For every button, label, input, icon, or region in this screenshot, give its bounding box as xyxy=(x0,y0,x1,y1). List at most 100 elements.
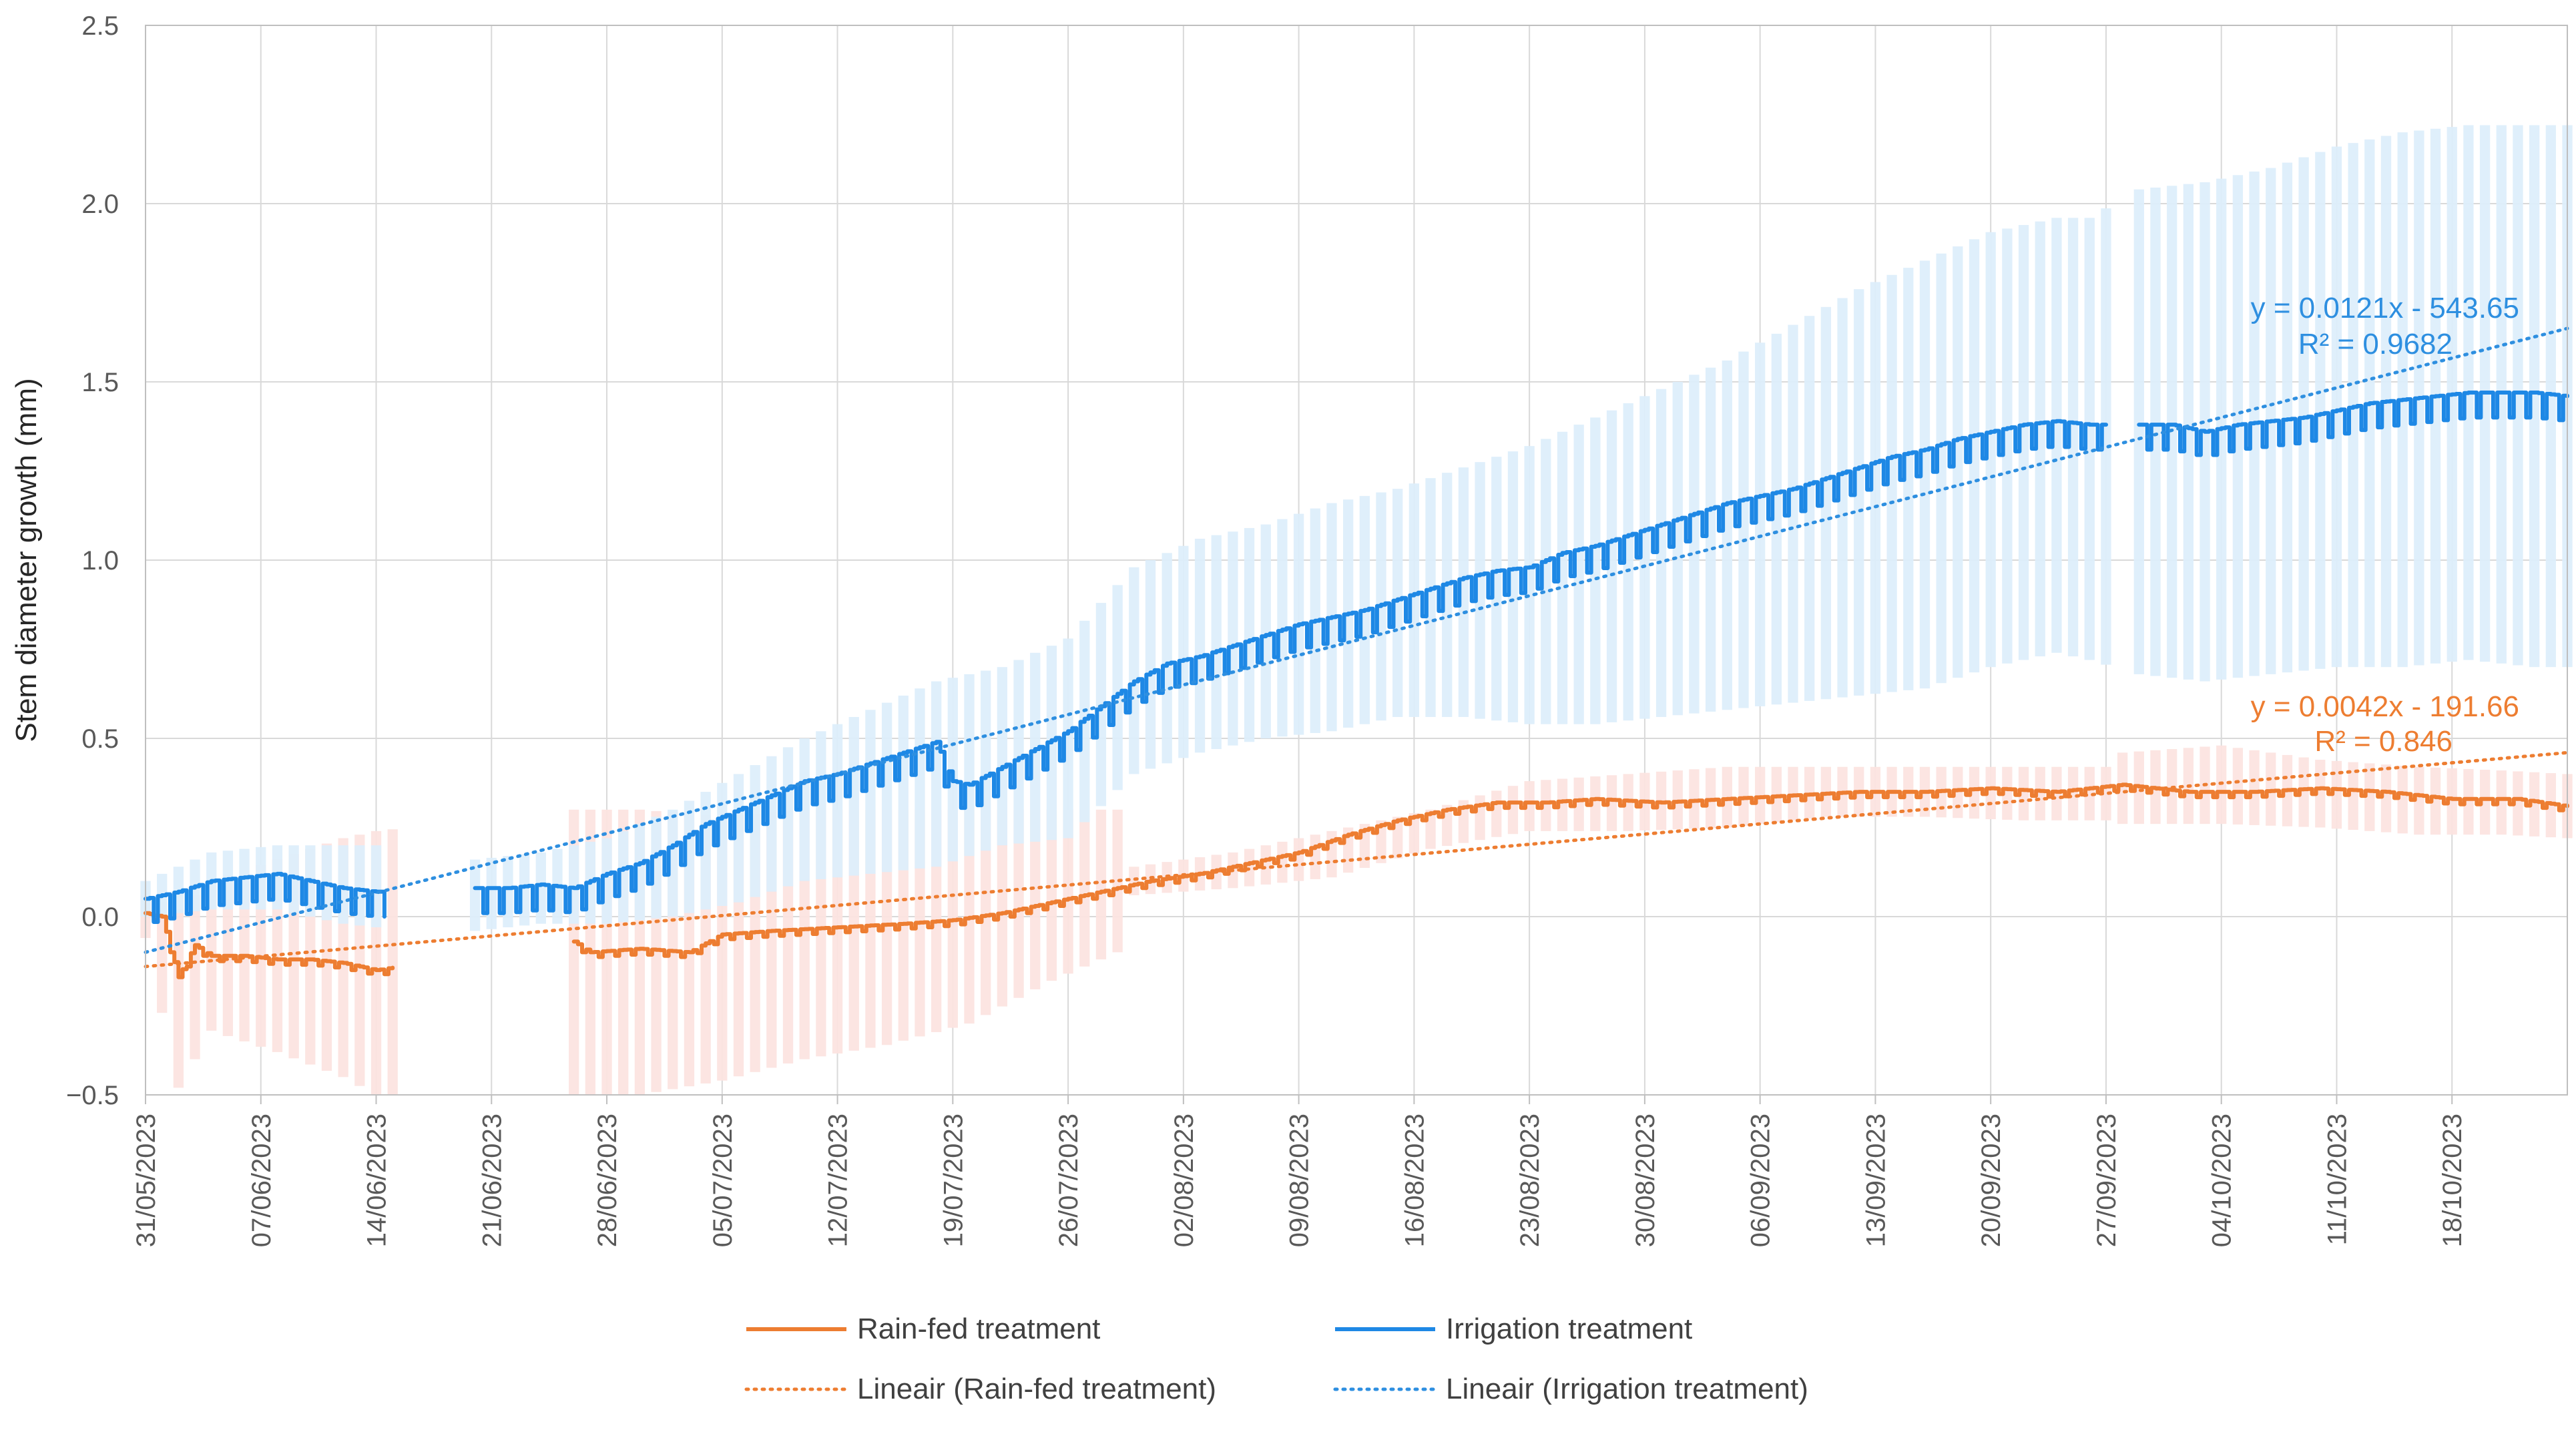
band-bar xyxy=(1837,298,1848,698)
band-bar xyxy=(1788,324,1798,703)
band-bar xyxy=(1228,531,1238,746)
band-bar xyxy=(173,909,184,1088)
band-bar xyxy=(1903,268,1914,690)
band-bar xyxy=(1623,403,1633,721)
band-bar xyxy=(1672,382,1683,716)
band-bar xyxy=(469,859,481,931)
band-bar xyxy=(881,702,892,873)
band-bar xyxy=(2084,766,2095,820)
x-tick-label: 02/08/2023 xyxy=(1170,1114,1199,1247)
band-bar xyxy=(2430,767,2441,835)
trendline xyxy=(144,326,2569,954)
band-bar xyxy=(2035,766,2045,820)
band-bar xyxy=(1491,457,1502,721)
band-bar xyxy=(651,816,662,919)
band-bar xyxy=(997,809,1008,1007)
band-bar xyxy=(2397,765,2408,834)
legend-label: Irrigation treatment xyxy=(1446,1313,1692,1345)
band-bar xyxy=(1425,478,1436,717)
band-bar xyxy=(1590,417,1601,724)
band-bar xyxy=(931,681,942,867)
x-tick-label: 31/05/2023 xyxy=(132,1114,161,1247)
band-bar xyxy=(2446,768,2457,835)
band-bar xyxy=(2364,763,2375,831)
band-bar xyxy=(1541,780,1551,831)
y-tick-label: −0.5 xyxy=(66,1081,119,1110)
band-bar xyxy=(1655,389,1667,717)
band-bar xyxy=(1095,809,1107,960)
band-bar xyxy=(2018,225,2029,660)
band-bar xyxy=(1507,786,1519,835)
x-tick-label: 28/06/2023 xyxy=(593,1114,622,1247)
band-bar xyxy=(1079,809,1090,967)
band-bar xyxy=(1063,638,1073,839)
band-bar xyxy=(1969,239,1980,673)
band-bar xyxy=(1755,342,1766,706)
trendline-r2: R² = 0.846 xyxy=(2314,725,2453,758)
band-bar xyxy=(915,688,925,869)
band-bar xyxy=(1408,483,1420,717)
band-bar xyxy=(865,710,876,874)
y-tick-label: 0.0 xyxy=(81,903,119,932)
band-bar xyxy=(2513,125,2523,666)
band-bar xyxy=(618,830,629,923)
band-bar xyxy=(1590,776,1601,831)
band-bar xyxy=(2496,770,2507,835)
band-bar xyxy=(1886,274,1897,692)
x-tick-label: 09/08/2023 xyxy=(1285,1114,1314,1247)
x-tick-label: 21/06/2023 xyxy=(477,1114,507,1247)
band-bar xyxy=(2529,772,2540,837)
y-tick-label: 1.5 xyxy=(81,368,119,397)
band-bar xyxy=(1985,232,1996,668)
band-bar xyxy=(2101,208,2111,665)
band-bar xyxy=(2117,752,2128,824)
x-tick-label: 07/06/2023 xyxy=(247,1114,276,1247)
band-bar xyxy=(2018,766,2029,820)
x-tick-label: 06/09/2023 xyxy=(1746,1114,1776,1247)
band-bar xyxy=(2463,768,2474,835)
band-bar xyxy=(1129,567,1139,774)
band-bar xyxy=(2150,187,2161,676)
band-bar xyxy=(1013,660,1024,844)
band-bar xyxy=(1046,809,1057,981)
band-bar xyxy=(1854,289,1864,696)
band-bar xyxy=(2331,760,2342,829)
band-bar xyxy=(1030,809,1041,989)
band-bar xyxy=(1919,260,1930,689)
band-bar xyxy=(1392,489,1403,717)
band-bar xyxy=(1689,375,1700,714)
trendlines xyxy=(144,326,2569,969)
band-bar xyxy=(1310,835,1320,879)
band-bar xyxy=(1606,775,1617,831)
band-bar xyxy=(1541,439,1551,724)
legend-label: Rain-fed treatment xyxy=(857,1313,1100,1345)
band-bar xyxy=(1639,396,1650,719)
series-line-rain-fed-treatment xyxy=(571,782,2569,959)
band-bar xyxy=(1557,431,1568,724)
band-bar xyxy=(1475,462,1485,719)
band-bar xyxy=(684,800,695,913)
band-bar xyxy=(1211,535,1222,750)
band-bar xyxy=(2414,766,2424,835)
band-bar xyxy=(2232,748,2244,825)
y-tick-label: 2.5 xyxy=(81,11,119,41)
y-tick-label: 1.0 xyxy=(81,546,119,575)
band-bar xyxy=(2067,766,2079,820)
band-bar xyxy=(2513,771,2523,836)
series-line-rain-fed-treatment xyxy=(144,911,395,979)
band-bar xyxy=(1112,585,1123,790)
band-bar xyxy=(2298,157,2309,671)
x-tick-label: 18/10/2023 xyxy=(2438,1114,2467,1247)
band-bar xyxy=(1722,360,1732,710)
band-bar xyxy=(2479,769,2491,835)
x-tick-label: 27/09/2023 xyxy=(2092,1114,2121,1247)
band-bar xyxy=(1524,781,1535,831)
band-bar xyxy=(1013,809,1024,998)
legend-label: Lineair (Rain-fed treatment) xyxy=(857,1373,1216,1405)
band-bar xyxy=(1178,545,1189,758)
band-bar xyxy=(1145,560,1156,769)
band-bar xyxy=(799,738,810,881)
band-bar xyxy=(634,824,646,921)
